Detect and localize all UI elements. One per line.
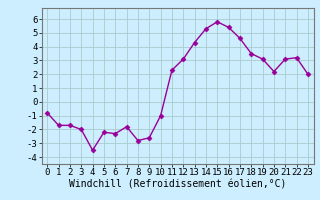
X-axis label: Windchill (Refroidissement éolien,°C): Windchill (Refroidissement éolien,°C) <box>69 180 286 190</box>
